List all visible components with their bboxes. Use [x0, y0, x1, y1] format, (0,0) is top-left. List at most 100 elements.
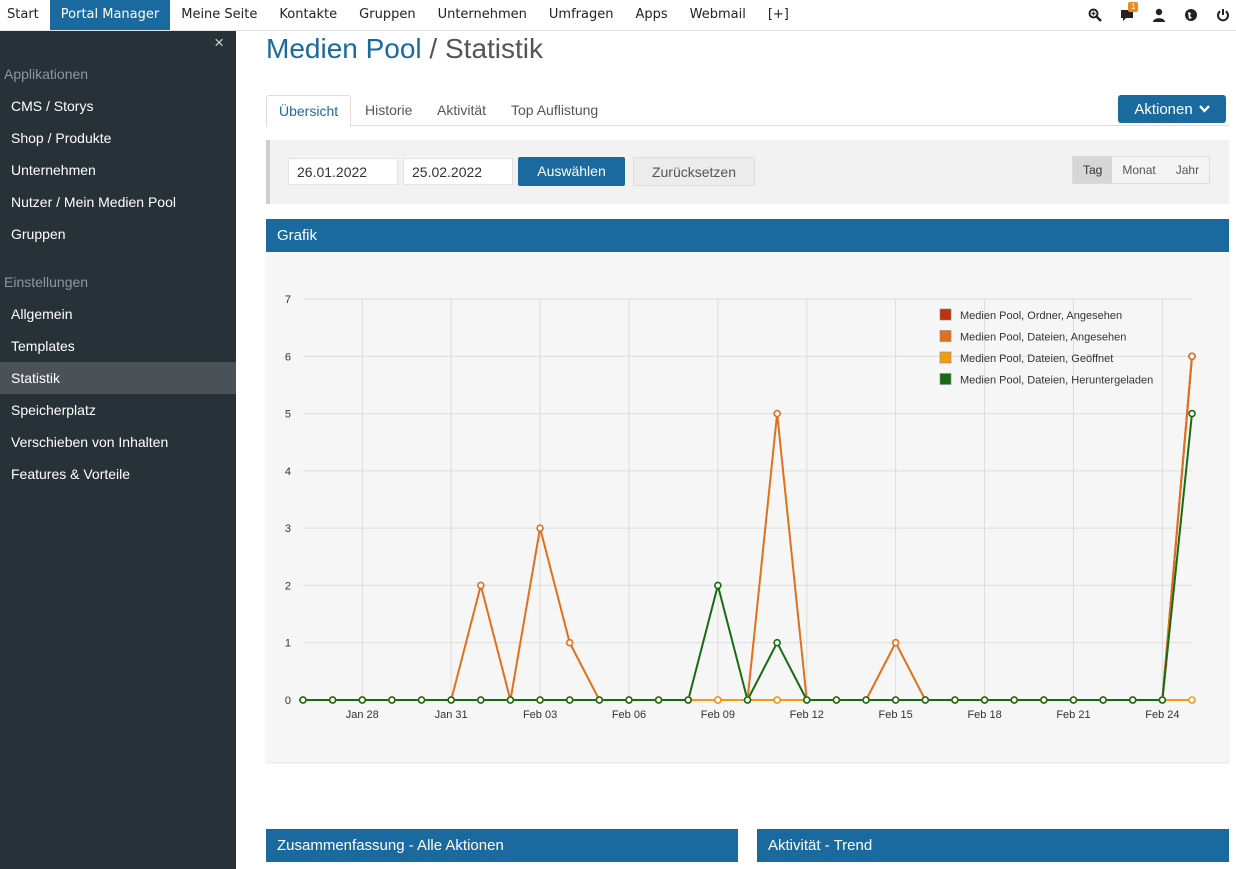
x-tick-label: Feb 09 — [701, 709, 735, 721]
sidebar-item-shop-produkte[interactable]: Shop / Produkte — [11, 130, 112, 146]
legend-swatch — [939, 373, 952, 385]
x-tick-label: Feb 03 — [523, 709, 557, 721]
data-point — [477, 696, 485, 704]
globe-icon[interactable] — [1182, 6, 1200, 24]
aktionen-label: Aktionen — [1134, 100, 1193, 118]
sidebar-item-verschieben-von-inhalten[interactable]: Verschieben von Inhalten — [11, 434, 169, 450]
x-tick-label: Feb 12 — [790, 709, 824, 721]
page-title-main[interactable]: Medien Pool — [266, 33, 422, 64]
data-point — [862, 696, 870, 704]
data-point — [891, 696, 900, 704]
data-point — [1010, 696, 1019, 704]
y-tick-label: 0 — [285, 695, 291, 707]
trend-panel-header: Aktivität - Trend — [757, 829, 1229, 862]
period-jahr-button[interactable]: Jahr — [1175, 163, 1200, 177]
data-point — [565, 696, 574, 704]
power-icon[interactable] — [1214, 6, 1232, 24]
data-point — [773, 409, 781, 418]
period-monat-button[interactable]: Monat — [1122, 163, 1156, 177]
grafik-panel-header: Grafik — [266, 219, 1229, 252]
data-point — [773, 638, 781, 647]
data-point — [832, 696, 841, 704]
sidebar-section-einstellungen: Einstellungen — [4, 274, 89, 290]
nav-item-kontakte[interactable]: Kontakte — [279, 7, 338, 22]
data-point — [536, 524, 544, 532]
period-tag-button[interactable]: Tag — [1073, 157, 1113, 183]
main-content: Medien Pool / Statistik Übersicht Histor… — [236, 31, 1236, 869]
sidebar-item-statistik[interactable]: Statistik — [0, 362, 236, 394]
sidebar-item-unternehmen[interactable]: Unternehmen — [11, 162, 96, 178]
page-title-separator: / — [421, 33, 445, 64]
legend-swatch — [939, 351, 952, 364]
data-point — [1188, 696, 1196, 704]
tab-aktivitaet[interactable]: Aktivität — [437, 102, 487, 118]
data-point — [358, 696, 367, 704]
notification-badge: 1 — [1128, 2, 1139, 12]
data-point — [299, 696, 307, 704]
sidebar: × Applikationen CMS / Storys Shop / Produ… — [0, 31, 236, 869]
date-filter-bar: 26.01.2022 25.02.2022 Auswählen Zurückse… — [266, 140, 1229, 204]
x-tick-label: Feb 24 — [1145, 709, 1179, 721]
legend-swatch — [939, 330, 952, 342]
line-chart: 0 1 2 3 4 5 6 7 Jan 28 Jan 31 Feb 03 Feb 06 Feb 09 Fe… — [285, 294, 1196, 721]
data-point — [714, 696, 722, 704]
data-point — [1188, 352, 1196, 361]
nav-item-start[interactable]: Start — [7, 7, 39, 22]
data-point — [1128, 696, 1137, 704]
data-point — [595, 696, 604, 704]
y-tick-label: 7 — [285, 294, 291, 306]
nav-item-umfragen[interactable]: Umfragen — [548, 7, 614, 22]
sidebar-item-allgemein[interactable]: Allgemein — [11, 306, 73, 322]
x-tick-label: Jan 28 — [346, 709, 379, 721]
y-tick-label: 3 — [285, 523, 291, 535]
nav-item-apps[interactable]: Apps — [635, 7, 668, 22]
legend-label: Medien Pool, Ordner, Angesehen — [960, 310, 1122, 322]
zuruecksetzen-button[interactable]: Zurücksetzen — [633, 157, 755, 186]
page-title-sub: Statistik — [445, 33, 544, 64]
data-point — [1040, 696, 1048, 704]
tab-top-auflistung[interactable]: Top Auflistung — [511, 102, 599, 118]
y-tick-label: 6 — [285, 351, 291, 363]
data-point — [980, 696, 989, 704]
data-point — [891, 638, 900, 647]
nav-item-webmail[interactable]: Webmail — [689, 7, 746, 22]
tab-uebersicht[interactable]: Übersicht — [266, 95, 352, 127]
sidebar-section-applikationen: Applikationen — [4, 66, 89, 82]
data-point — [743, 696, 752, 704]
y-tick-label: 2 — [285, 580, 291, 592]
user-icon[interactable] — [1150, 6, 1168, 24]
tab-historie[interactable]: Historie — [365, 102, 413, 118]
nav-item-unternehmen[interactable]: Unternehmen — [437, 7, 527, 22]
legend-label: Medien Pool, Dateien, Angesehen — [960, 332, 1126, 344]
sidebar-item-nutzer-mein-medien-pool[interactable]: Nutzer / Mein Medien Pool — [11, 194, 176, 210]
data-point — [1069, 696, 1078, 704]
close-icon[interactable]: × — [214, 33, 224, 52]
data-point — [506, 696, 515, 704]
sidebar-item-speicherplatz[interactable]: Speicherplatz — [11, 402, 96, 418]
legend-label: Medien Pool, Dateien, Heruntergeladen — [960, 375, 1153, 387]
auswaehlen-button[interactable]: Auswählen — [518, 157, 625, 186]
period-toggle: Tag Monat Jahr — [1072, 156, 1211, 184]
date-to-input[interactable]: 25.02.2022 — [403, 158, 513, 185]
data-point — [477, 581, 485, 590]
chat-icon[interactable]: 1 — [1118, 2, 1139, 24]
x-tick-label: Feb 21 — [1056, 709, 1090, 721]
data-point — [1158, 696, 1167, 704]
y-tick-label: 5 — [285, 409, 291, 421]
nav-item-meine-seite[interactable]: Meine Seite — [181, 7, 258, 22]
data-point — [565, 638, 574, 647]
sidebar-item-features-vorteile[interactable]: Features & Vorteile — [11, 466, 131, 482]
data-point — [1188, 409, 1196, 418]
nav-item-portal-manager[interactable]: Portal Manager — [49, 0, 171, 30]
sidebar-item-templates[interactable]: Templates — [11, 338, 75, 354]
aktionen-button[interactable]: Aktionen — [1118, 95, 1226, 123]
sidebar-item-cms-storys[interactable]: CMS / Storys — [11, 98, 94, 114]
date-from-input[interactable]: 26.01.2022 — [288, 158, 398, 185]
tab-bar: Übersicht Historie Aktivität Top Auflist… — [266, 95, 1229, 127]
nav-item-add[interactable]: [+] — [767, 7, 789, 22]
nav-item-gruppen[interactable]: Gruppen — [359, 7, 416, 22]
legend-swatch — [939, 308, 952, 321]
search-zoom-icon[interactable] — [1086, 6, 1104, 24]
sidebar-item-gruppen[interactable]: Gruppen — [11, 226, 66, 242]
data-point — [921, 696, 930, 704]
